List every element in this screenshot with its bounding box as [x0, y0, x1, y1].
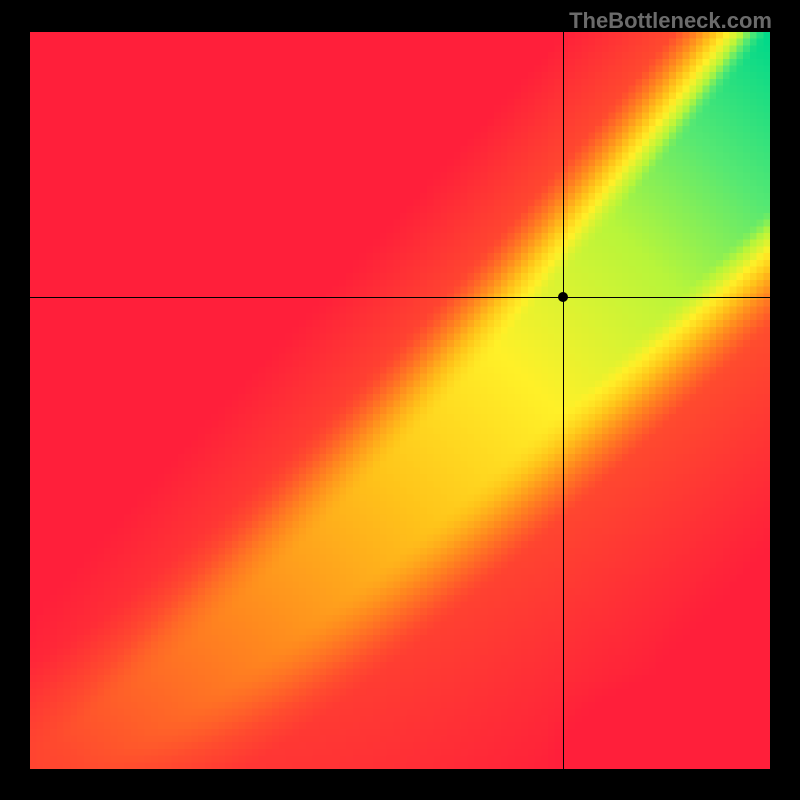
watermark-text: TheBottleneck.com — [569, 8, 772, 34]
heatmap-canvas — [30, 32, 770, 769]
chart-container: TheBottleneck.com — [0, 0, 800, 800]
crosshair-horizontal — [30, 297, 770, 298]
crosshair-vertical — [563, 32, 564, 769]
crosshair-marker — [558, 292, 568, 302]
